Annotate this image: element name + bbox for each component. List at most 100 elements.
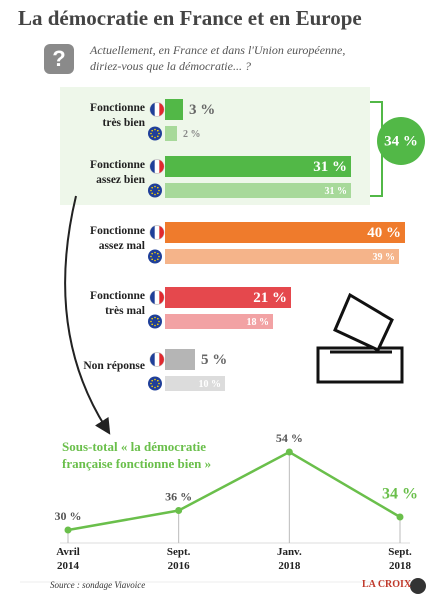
- point-label: 30 %: [55, 509, 82, 523]
- bar: [165, 287, 291, 308]
- arrow: [64, 195, 111, 435]
- bar: [165, 314, 273, 329]
- point: [396, 513, 404, 521]
- flag-eu-star: [157, 135, 159, 138]
- flag-eu-star: [151, 258, 153, 261]
- flag-eu: [148, 183, 162, 198]
- flag-eu-star: [154, 251, 156, 254]
- category-label: Fonctionne très bien: [90, 102, 145, 129]
- flag-eu-star: [157, 323, 159, 326]
- flag-eu-star: [151, 186, 153, 189]
- point: [175, 507, 183, 514]
- flag-fr-red: [159, 225, 164, 240]
- bar: [165, 126, 177, 141]
- flag-eu-star: [157, 385, 159, 388]
- value-label: 2 %: [183, 129, 201, 140]
- flag-eu-star: [154, 193, 156, 196]
- point-label: 34 %: [382, 486, 418, 503]
- flag-eu-star: [150, 320, 152, 323]
- category-label: Non réponse: [83, 360, 145, 372]
- flag-eu-star: [157, 258, 159, 261]
- flag-fr-blue: [150, 290, 155, 305]
- value-label: 18 %: [247, 317, 270, 328]
- bar: [165, 156, 351, 177]
- category-label: Fonctionne assez bien: [90, 159, 145, 186]
- logo: LA CROIX: [362, 579, 412, 590]
- flag-eu-star: [151, 317, 153, 320]
- flag-fr-red: [159, 352, 164, 367]
- flag-eu-star: [157, 379, 159, 382]
- value-label: 40 %: [367, 225, 401, 241]
- flag-eu-star: [154, 324, 156, 327]
- flag-fr-red: [159, 159, 164, 174]
- question-icon: [44, 44, 74, 74]
- flag-fr-blue: [150, 102, 155, 117]
- flag-eu-star: [158, 189, 160, 192]
- flag-eu-star: [151, 192, 153, 195]
- flag-eu-star: [150, 382, 152, 385]
- flag-eu-star: [158, 382, 160, 385]
- value-label: 3 %: [189, 102, 215, 118]
- flag-fr-blue: [150, 159, 155, 174]
- flag-fr-blue: [150, 352, 155, 367]
- flag-eu-star: [157, 129, 159, 132]
- flag-eu-star: [151, 379, 153, 382]
- point: [285, 448, 293, 456]
- value-label: 39 %: [373, 252, 396, 263]
- x-tick-label: Avril 2014: [56, 546, 80, 572]
- flag-fr-red: [159, 290, 164, 305]
- category-label: Fonctionne très mal: [90, 290, 145, 317]
- flag-eu-star: [150, 255, 152, 258]
- value-label: 5 %: [201, 352, 227, 368]
- flag-eu-star: [154, 378, 156, 381]
- value-label: 21 %: [253, 290, 287, 306]
- flag-eu-star: [154, 386, 156, 389]
- point: [64, 526, 72, 534]
- flag-eu: [148, 376, 162, 391]
- flag-eu-star: [157, 252, 159, 255]
- flag-eu: [148, 314, 162, 329]
- bar: [165, 222, 405, 243]
- question: Actuellement, en France et dans l'Union …: [90, 43, 346, 73]
- bar: [165, 183, 351, 198]
- flag-eu-star: [158, 132, 160, 135]
- flag-eu-star: [157, 192, 159, 195]
- flag-eu-star: [151, 135, 153, 138]
- subtotal-label: 34 %: [384, 133, 418, 149]
- flag-eu-star: [154, 128, 156, 131]
- flag-eu-star: [154, 316, 156, 319]
- point-label: 36 %: [165, 489, 192, 503]
- subtotal-circle: [377, 117, 425, 165]
- bar: [165, 376, 225, 391]
- flag-eu-star: [157, 186, 159, 189]
- line-title: Sous-total « la démocratie française fon…: [62, 439, 212, 471]
- flag-eu: [148, 249, 162, 264]
- flag-fr-red: [159, 102, 164, 117]
- ballot-box-icon: [316, 292, 404, 384]
- flag-eu-star: [154, 185, 156, 188]
- flag-eu-star: [158, 255, 160, 258]
- bar: [165, 349, 195, 370]
- flag-eu-star: [151, 129, 153, 132]
- value-label: 31 %: [325, 186, 348, 197]
- flag-eu-star: [151, 252, 153, 255]
- value-label: 10 %: [199, 379, 222, 390]
- x-tick-label: Janv. 2018: [276, 546, 302, 572]
- x-tick-label: Sept. 2018: [388, 546, 412, 572]
- logo-badge: [410, 578, 426, 594]
- flag-eu-star: [157, 317, 159, 320]
- flag-eu-star: [151, 323, 153, 326]
- flag-eu-star: [151, 385, 153, 388]
- category-label: Fonctionne assez mal: [90, 225, 145, 252]
- flag-eu-star: [158, 320, 160, 323]
- flag-eu-star: [150, 132, 152, 135]
- flag-fr-blue: [150, 225, 155, 240]
- point-label: 54 %: [276, 431, 303, 445]
- source: Source : sondage Viavoice: [50, 580, 146, 590]
- flag-eu-star: [154, 259, 156, 262]
- line: [67, 450, 401, 532]
- flag-eu: [148, 126, 162, 141]
- x-tick-label: Sept. 2016: [166, 546, 191, 572]
